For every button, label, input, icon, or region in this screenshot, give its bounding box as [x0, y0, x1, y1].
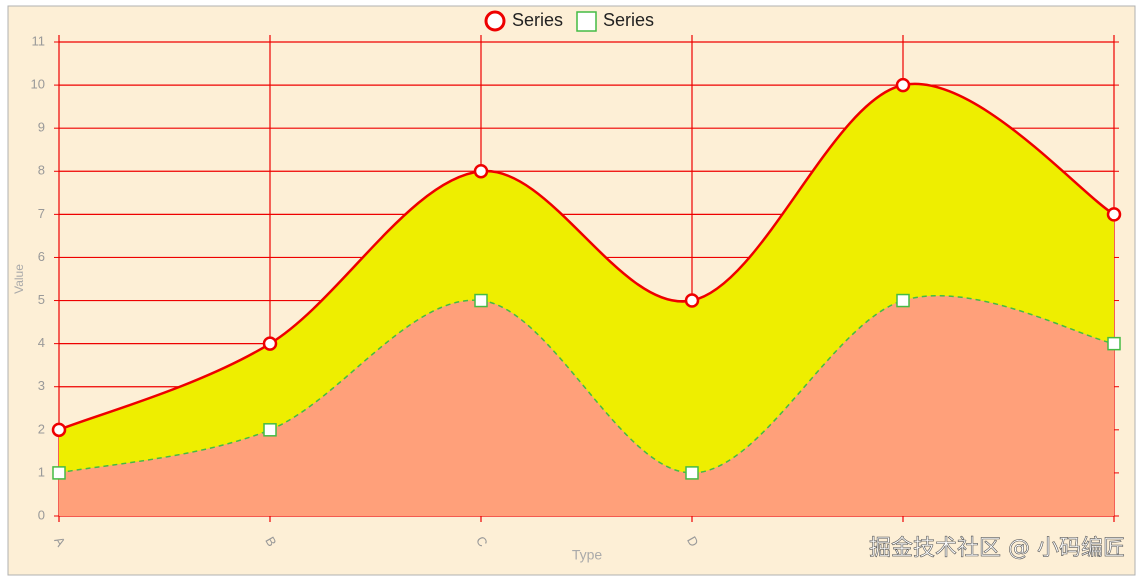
y-tick-label: 7	[38, 206, 45, 221]
y-tick-label: 4	[38, 335, 45, 350]
marker	[51, 422, 67, 438]
x-axis-title: Type	[572, 547, 603, 563]
marker	[1106, 207, 1122, 222]
y-axis-title: Value	[12, 264, 26, 294]
y-tick-label: 3	[38, 378, 45, 393]
area	[59, 295, 1114, 516]
y-tick-label: 11	[32, 33, 46, 48]
legend-marker	[484, 10, 506, 32]
legend-label: Series	[603, 10, 654, 30]
line	[58, 82, 1115, 431]
y-tick-label: 2	[38, 421, 45, 436]
marker	[473, 164, 489, 179]
y-tick-label: 10	[31, 77, 45, 92]
marker	[52, 466, 66, 480]
marker	[262, 336, 278, 351]
legend-label: Series	[512, 10, 563, 30]
marker	[896, 293, 910, 308]
y-tick-label: 0	[38, 507, 45, 522]
marker	[1107, 336, 1121, 351]
y-tick-label: 9	[38, 120, 45, 135]
marker	[685, 466, 699, 480]
y-tick-label: 8	[38, 163, 45, 178]
legend-marker	[576, 11, 597, 32]
marker	[895, 77, 911, 93]
watermark: 掘金技术社区 @ 小码编匠	[869, 536, 1125, 561]
y-tick-label: 1	[38, 464, 45, 479]
y-tick-label: 5	[38, 292, 45, 307]
marker	[684, 293, 700, 308]
marker	[474, 293, 488, 308]
marker	[263, 423, 277, 437]
y-tick-label: 6	[38, 249, 45, 264]
